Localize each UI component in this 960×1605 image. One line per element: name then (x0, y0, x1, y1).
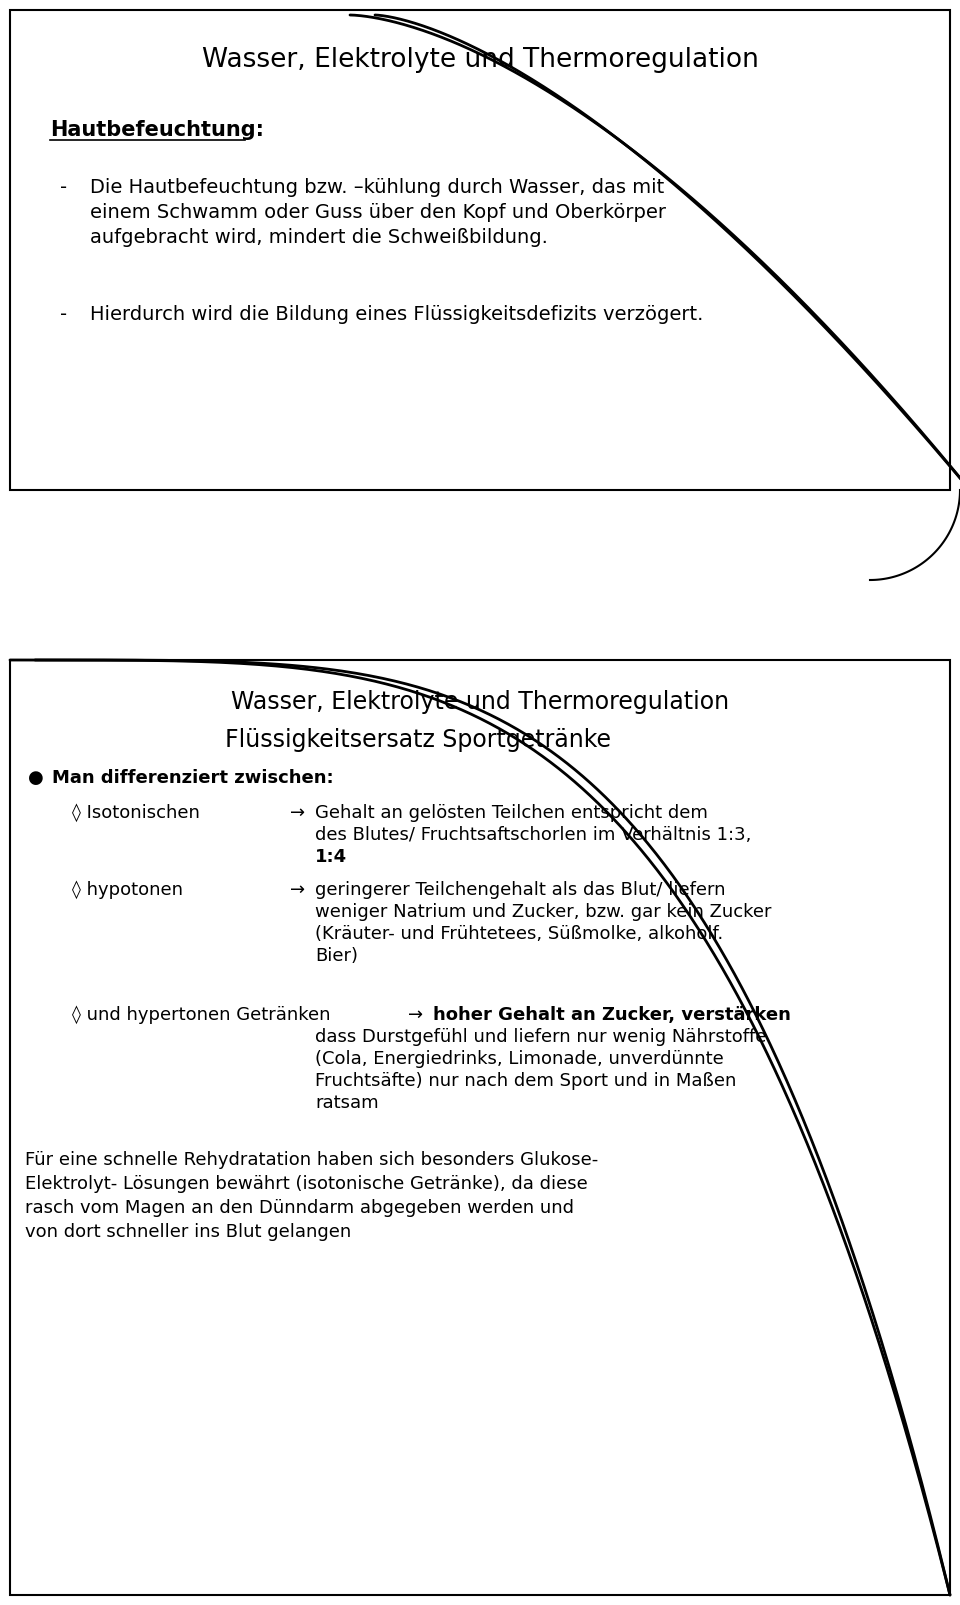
Text: Wasser, Elektrolyte und Thermoregulation: Wasser, Elektrolyte und Thermoregulation (202, 47, 758, 72)
Text: -: - (60, 178, 67, 197)
Text: dass Durstgefühl und liefern nur wenig Nährstoffe: dass Durstgefühl und liefern nur wenig N… (315, 1027, 766, 1046)
Text: weniger Natrium und Zucker, bzw. gar kein Zucker: weniger Natrium und Zucker, bzw. gar kei… (315, 904, 772, 921)
Text: Hautbefeuchtung:: Hautbefeuchtung: (50, 120, 264, 140)
Text: Bier): Bier) (315, 947, 358, 965)
Text: ●: ● (28, 769, 44, 786)
Text: →: → (290, 804, 305, 822)
Text: (Kräuter- und Frühtetees, Süßmolke, alkoholf.: (Kräuter- und Frühtetees, Süßmolke, alko… (315, 924, 723, 944)
Text: Gehalt an gelösten Teilchen entspricht dem: Gehalt an gelösten Teilchen entspricht d… (315, 804, 708, 822)
Text: des Blutes/ Fruchtsaftschorlen im Verhältnis 1:3,: des Blutes/ Fruchtsaftschorlen im Verhäl… (315, 827, 752, 844)
Text: Flüssigkeitsersatz Sportgetränke: Flüssigkeitsersatz Sportgetränke (225, 729, 611, 753)
Text: geringerer Teilchengehalt als das Blut/ liefern: geringerer Teilchengehalt als das Blut/ … (315, 881, 726, 899)
Text: Wasser, Elektrolyte und Thermoregulation: Wasser, Elektrolyte und Thermoregulation (231, 690, 729, 714)
Text: ratsam: ratsam (315, 1095, 378, 1112)
Text: -: - (60, 305, 67, 324)
Text: ◊ und hypertonen Getränken: ◊ und hypertonen Getränken (72, 1006, 330, 1024)
Text: (Cola, Energiedrinks, Limonade, unverdünnte: (Cola, Energiedrinks, Limonade, unverdün… (315, 1050, 724, 1067)
Bar (10, 660, 950, 1595)
Text: →: → (408, 1006, 423, 1024)
Text: Für eine schnelle Rehydratation haben sich besonders Glukose-: Für eine schnelle Rehydratation haben si… (25, 1151, 598, 1168)
Text: Fruchtsäfte) nur nach dem Sport und in Maßen: Fruchtsäfte) nur nach dem Sport und in M… (315, 1072, 736, 1090)
Text: Elektrolyt- Lösungen bewährt (isotonische Getränke), da diese: Elektrolyt- Lösungen bewährt (isotonisch… (25, 1175, 588, 1193)
Text: ◊ hypotonen: ◊ hypotonen (72, 881, 183, 899)
Text: Hierdurch wird die Bildung eines Flüssigkeitsdefizits verzögert.: Hierdurch wird die Bildung eines Flüssig… (90, 305, 704, 324)
Text: 1:4: 1:4 (315, 847, 348, 867)
Text: von dort schneller ins Blut gelangen: von dort schneller ins Blut gelangen (25, 1223, 351, 1241)
Text: Man differenziert zwischen:: Man differenziert zwischen: (52, 769, 334, 786)
Text: →: → (290, 881, 305, 899)
Text: hoher Gehalt an Zucker, verstärken: hoher Gehalt an Zucker, verstärken (433, 1006, 791, 1024)
Text: aufgebracht wird, mindert die Schweißbildung.: aufgebracht wird, mindert die Schweißbil… (90, 228, 548, 247)
Text: einem Schwamm oder Guss über den Kopf und Oberkörper: einem Schwamm oder Guss über den Kopf un… (90, 202, 666, 221)
Text: rasch vom Magen an den Dünndarm abgegeben werden und: rasch vom Magen an den Dünndarm abgegebe… (25, 1199, 574, 1217)
Text: ◊ Isotonischen: ◊ Isotonischen (72, 804, 200, 822)
Bar (10, 10, 950, 490)
Text: Die Hautbefeuchtung bzw. –kühlung durch Wasser, das mit: Die Hautbefeuchtung bzw. –kühlung durch … (90, 178, 664, 197)
